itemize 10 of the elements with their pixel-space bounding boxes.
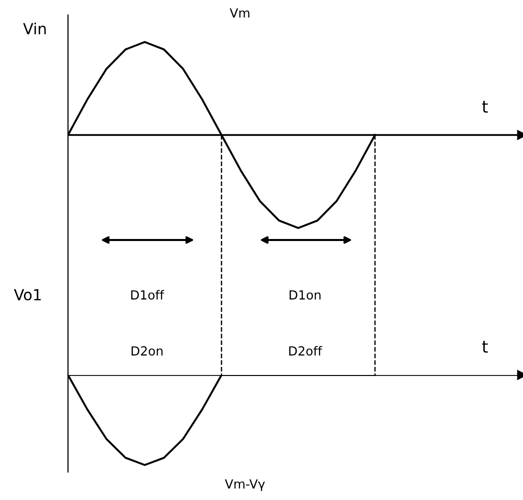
text: D2off [289,346,322,356]
y-axis-title: Vo1 [14,289,41,300]
text: D2on [132,346,163,356]
text: D1off [131,290,164,300]
y-axis-title: Vin [23,22,46,34]
text: Vm [230,8,250,18]
x-axis-title: t [482,340,488,353]
text: D1on [290,290,321,300]
text: Vm-Vγ [224,479,265,492]
x-axis-title: t [482,100,488,113]
